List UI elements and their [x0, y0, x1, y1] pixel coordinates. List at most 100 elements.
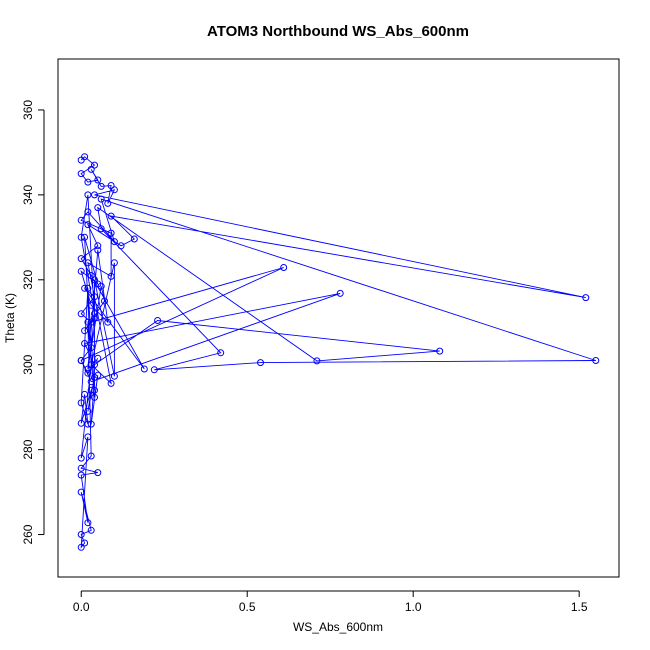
data-point	[107, 272, 115, 280]
series-line	[80, 156, 596, 549]
data-point	[91, 393, 98, 401]
data-point	[91, 161, 98, 169]
data-point	[81, 233, 89, 241]
data-point	[91, 191, 98, 199]
data-point	[87, 272, 95, 279]
data-point	[110, 372, 118, 380]
data-point	[104, 318, 112, 326]
data-point	[94, 469, 102, 477]
data-point	[87, 318, 95, 326]
data-point	[107, 379, 115, 387]
data-point	[91, 276, 98, 284]
data-point	[84, 433, 92, 441]
data-point	[84, 259, 92, 267]
data-point	[87, 526, 95, 534]
data-point	[84, 519, 92, 527]
data-point	[313, 357, 321, 365]
data-point	[97, 195, 105, 203]
y-axis-label: Theta (K)	[3, 293, 17, 343]
data-point	[280, 264, 288, 271]
data-point	[84, 407, 92, 415]
data-point	[84, 284, 92, 292]
data-point	[87, 344, 95, 352]
data-point	[94, 242, 102, 250]
data-point	[81, 340, 89, 347]
data-point	[97, 225, 105, 233]
data-point	[87, 361, 95, 369]
data-point	[257, 359, 264, 367]
data-point	[77, 310, 85, 318]
series-layer	[77, 153, 600, 551]
data-point	[97, 182, 105, 190]
data-point	[77, 357, 85, 364]
y-tick-label: 320	[21, 269, 35, 289]
data-point	[110, 186, 118, 194]
data-point	[436, 347, 444, 355]
y-tick-label: 260	[21, 524, 35, 544]
data-point	[104, 199, 112, 207]
data-point	[77, 454, 85, 462]
data-point	[84, 365, 92, 373]
y-tick-label: 340	[21, 185, 35, 205]
x-tick-label: 1.5	[571, 600, 588, 614]
data-point	[77, 255, 85, 263]
data-point	[217, 349, 225, 357]
data-point	[110, 259, 118, 267]
data-point	[336, 289, 344, 297]
data-point	[77, 471, 85, 479]
data-point	[150, 366, 158, 374]
data-point	[94, 204, 102, 212]
data-point	[91, 314, 98, 322]
data-point	[77, 267, 85, 275]
data-point	[77, 170, 85, 178]
x-tick-label: 1.0	[405, 600, 422, 614]
data-point	[77, 233, 85, 241]
data-point	[94, 371, 102, 379]
data-point	[77, 419, 85, 427]
data-point	[94, 246, 102, 254]
data-point	[94, 176, 102, 184]
data-point	[97, 282, 105, 290]
data-point	[91, 361, 98, 369]
data-point	[87, 165, 95, 173]
y-axis: 260 280 300 320 340 360	[21, 100, 45, 545]
data-point	[130, 235, 138, 243]
x-tick-label: 0.0	[73, 600, 90, 614]
y-tick-label: 300	[21, 354, 35, 374]
data-point	[154, 317, 162, 324]
data-point	[87, 386, 95, 394]
data-point	[87, 420, 95, 428]
x-axis-label: WS_Abs_600nm	[293, 620, 383, 634]
data-point	[81, 153, 89, 161]
data-point	[81, 390, 89, 398]
data-point	[107, 182, 115, 189]
data-point	[81, 327, 89, 335]
data-point	[77, 488, 85, 496]
data-point	[84, 178, 92, 186]
chart-title: ATOM3 Northbound WS_Abs_600nm	[207, 23, 469, 40]
data-point	[91, 386, 98, 394]
plot-frame	[57, 58, 620, 578]
data-point	[81, 284, 89, 292]
data-point	[84, 208, 92, 216]
data-point	[84, 318, 92, 326]
data-point	[84, 221, 92, 229]
data-point	[140, 365, 148, 373]
y-tick-label: 360	[21, 100, 35, 120]
data-point	[87, 452, 95, 460]
data-point	[81, 539, 89, 547]
data-point	[107, 229, 115, 237]
data-point	[77, 399, 85, 407]
data-point	[117, 242, 125, 250]
data-point	[107, 212, 115, 220]
data-point	[91, 293, 98, 301]
data-point	[87, 301, 95, 309]
data-point	[84, 369, 92, 377]
data-point	[77, 464, 85, 472]
x-axis: 0.0 0.5 1.0 1.5	[73, 590, 588, 614]
x-tick-label: 0.5	[239, 600, 256, 614]
data-point	[77, 531, 85, 538]
data-point	[110, 238, 118, 246]
data-point	[84, 420, 92, 428]
